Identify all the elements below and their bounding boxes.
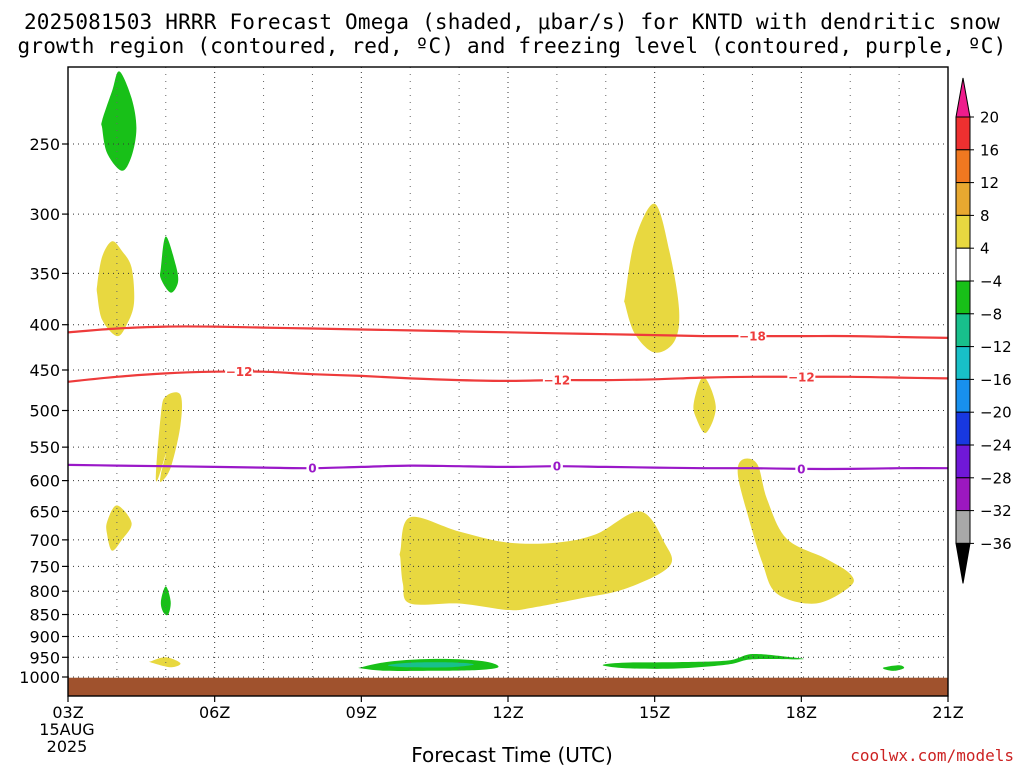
x-date-label: 15AUG [39,720,94,739]
y-tick-label: 950 [29,648,60,667]
contour-label: −18 [739,330,766,344]
x-date-label: 2025 [47,737,88,756]
grid-lines [68,67,948,696]
colorbar-label: −20 [980,404,1012,422]
colorbar-swatch [955,182,971,216]
contour-label: 0 [797,462,805,476]
colorbar-label: −32 [980,502,1012,520]
colorbar-swatch [955,378,971,413]
shaded-regions [96,71,905,672]
y-tick-label: 800 [29,582,60,601]
surface-bar [68,677,948,696]
x-tick-label: 18Z [786,703,817,722]
contour-label-bg [550,459,563,474]
colorbar-swatch [955,346,971,380]
omega-region [106,505,132,551]
contour-line [67,325,949,339]
contour-label-bg [306,461,319,476]
colorbar-label: 4 [980,240,990,258]
credit-link[interactable]: coolwx.com/models [850,746,1014,765]
omega-region [399,511,673,611]
omega-region [101,71,137,171]
colorbar-swatch [955,149,971,184]
colorbar-swatch [955,411,971,446]
colorbar-swatch [955,313,971,348]
omega-region [148,657,181,668]
y-tick-label: 450 [29,361,60,380]
colorbar-label: −28 [980,469,1012,487]
colorbar-swatch [955,444,971,479]
contour-lines: −18 −12 −12 −12 0 0 0 [67,325,949,476]
x-axis-label: Forecast Time (UTC) [411,743,613,767]
colorbar-swatch [955,116,971,151]
x-tick-label: 21Z [932,703,963,722]
chart-title-line2: growth region (contoured, red, ºC) and f… [17,34,1007,58]
y-tick-label: 700 [29,531,60,550]
colorbar-swatch [955,477,971,512]
contour-label-bg [795,461,808,476]
contour-label-bg [542,373,571,388]
colorbar-label: 16 [980,141,999,159]
x-tick-label: 12Z [492,703,523,722]
colorbar-label: 12 [980,174,999,192]
contour-label-bg [225,364,254,379]
contour-label: −12 [544,374,571,388]
y-tick-label: 650 [29,502,60,521]
chart-title-line1: 2025081503 HRRR Forecast Omega (shaded, … [23,10,1001,34]
colorbar-arrow-top [955,77,971,118]
colorbar-label: −16 [980,371,1012,389]
colorbar-label: −8 [980,305,1002,323]
omega-region [387,662,474,668]
colorbar-arrow-bottom [955,542,971,584]
y-tick-label: 900 [29,627,60,646]
x-tick-label: 06Z [199,703,230,722]
contour-label: −12 [788,370,815,384]
omega-region [160,586,171,616]
omega-region [624,203,680,353]
colorbar-label: 20 [980,109,999,127]
y-tick-label: 750 [29,557,60,576]
colorbar-swatch [955,214,971,249]
omega-region [737,458,854,604]
y-tick-label: 850 [29,606,60,625]
colorbar-label: −24 [980,437,1012,455]
y-tick-label: 350 [29,264,60,283]
omega-region [159,236,179,293]
omega-region [882,665,905,671]
contour-line [67,463,949,471]
contour-label-bg [787,369,816,384]
omega-region [693,376,716,434]
contour-label: 0 [553,460,561,474]
colorbar-swatch [955,510,971,544]
x-tick-label: 15Z [639,703,670,722]
omega-region [602,653,804,669]
y-tick-label: 550 [29,438,60,457]
colorbar-swatch [955,247,971,282]
omega-region [96,241,135,337]
y-tick-label: 400 [29,316,60,335]
colorbar-label: −4 [980,273,1002,291]
colorbar-swatch [955,280,971,315]
colorbar: 20 16 12 8 4 −4 −8 −12 −16 −20 −24 −28 −32 −36 [955,77,1012,584]
omega-region [155,392,182,483]
colorbar-label: 8 [980,207,990,225]
x-tick-label: 09Z [346,703,377,722]
y-axis: 250 300 350 400 450 500 550 600 650 700 750 800 850 9… [19,135,68,687]
colorbar-label: −36 [980,535,1012,553]
contour-label: −12 [226,365,253,379]
y-tick-label: 250 [29,135,60,154]
contour-label-bg [738,329,767,344]
contour-label: 0 [308,462,316,476]
colorbar-label: −12 [980,338,1012,356]
ground-layer [68,677,948,696]
y-tick-label: 600 [29,472,60,491]
y-tick-label: 300 [29,205,60,224]
x-tick-label: 03Z [52,703,83,722]
y-tick-label: 500 [29,402,60,421]
y-tick-label: 1000 [19,668,60,687]
